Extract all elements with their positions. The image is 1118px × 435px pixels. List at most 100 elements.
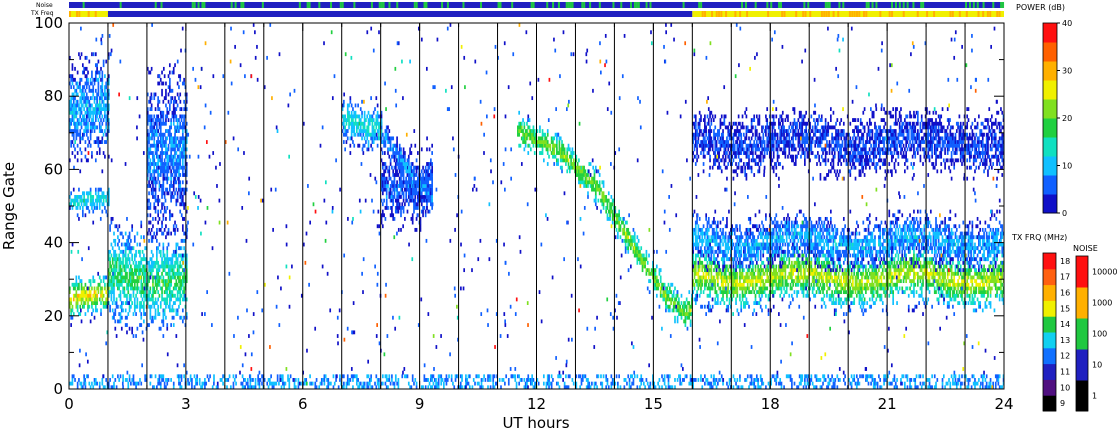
echo-cell <box>739 271 741 276</box>
txfreq-speckle <box>94 11 97 17</box>
echo-cell <box>183 118 185 122</box>
echo-cell <box>167 191 170 196</box>
echo-cell <box>797 264 800 269</box>
echo-cell <box>767 381 770 386</box>
echo-cell <box>370 136 372 141</box>
echo-cell <box>706 260 709 265</box>
echo-cell <box>909 381 911 386</box>
echo-cell <box>674 378 676 382</box>
echo-cell <box>845 275 848 280</box>
echo-cell <box>105 304 108 309</box>
echo-cell <box>710 381 713 386</box>
echo-cell <box>804 268 806 273</box>
echo-cell <box>94 301 97 305</box>
echo-cell <box>753 271 756 276</box>
echo-cell <box>168 165 171 170</box>
echo-cell <box>696 279 698 284</box>
echo-cell <box>126 315 128 320</box>
echo-cell <box>410 162 413 166</box>
echo-cell <box>844 279 846 284</box>
echo-cell <box>80 301 83 305</box>
echo-cell <box>133 268 136 273</box>
echo-cell <box>852 290 854 295</box>
echo-cell <box>394 374 397 379</box>
echo-cell <box>111 216 114 221</box>
echo-cell <box>194 378 197 382</box>
echo-cell <box>171 136 174 141</box>
echo-cell <box>146 202 149 207</box>
echo-cell <box>148 180 150 185</box>
echo-cell <box>366 125 369 130</box>
noise-speckle-cell <box>698 2 701 8</box>
echo-cell <box>178 85 180 90</box>
echo-cell <box>246 381 249 386</box>
noise-speckle-cell <box>612 2 615 8</box>
echo-cell <box>748 385 750 389</box>
echo-cell <box>865 275 867 280</box>
echo-cell <box>289 374 292 379</box>
echo-cell <box>415 206 418 210</box>
echo-cell <box>181 187 184 192</box>
echo-cell <box>92 279 95 284</box>
echo-cell <box>84 301 87 305</box>
echo-cell <box>857 268 859 273</box>
echo-cell <box>767 275 770 280</box>
echo-cell <box>175 297 178 302</box>
echo-cell <box>833 312 836 316</box>
echo-cell <box>165 271 167 276</box>
echo-cell <box>135 293 137 298</box>
echo-cell <box>143 319 145 324</box>
echo-cell <box>866 378 869 382</box>
echo-cell <box>183 290 185 295</box>
echo-cell <box>806 257 809 262</box>
echo-cell <box>180 271 183 276</box>
echo-cell <box>548 385 550 389</box>
echo-cell <box>130 297 132 302</box>
echo-cell <box>152 301 154 305</box>
echo-cell <box>168 308 171 313</box>
echo-cell <box>631 381 633 386</box>
echo-cell <box>367 110 370 115</box>
echo-cell <box>111 374 114 379</box>
echo-cell <box>74 96 76 101</box>
echo-cell <box>415 158 418 163</box>
echo-cell <box>79 293 82 298</box>
echo-cell <box>107 96 110 101</box>
echo-cell <box>97 187 100 192</box>
echo-cell <box>826 279 828 284</box>
echo-cell <box>398 176 401 181</box>
echo-cell <box>791 381 793 386</box>
echo-cell <box>411 195 414 199</box>
echo-cell <box>910 378 913 382</box>
echo-cell <box>884 374 887 379</box>
echo-cell <box>865 282 867 287</box>
echo-cell <box>161 165 163 170</box>
echo-cell <box>427 165 430 170</box>
echo-cell <box>726 253 728 258</box>
echo-cell <box>701 253 704 258</box>
echo-cell <box>437 385 440 389</box>
echo-cell <box>349 136 352 141</box>
echo-cell <box>72 129 75 133</box>
echo-cell <box>710 308 713 313</box>
echo-cell <box>175 308 178 313</box>
echo-cell <box>428 191 431 196</box>
echo-cell <box>157 74 159 79</box>
echo-cell <box>413 173 415 177</box>
echo-cell <box>980 374 983 379</box>
echo-cell <box>185 96 188 101</box>
echo-cell <box>550 381 553 386</box>
echo-cell <box>84 55 87 60</box>
echo-cell <box>430 169 432 174</box>
echo-cell <box>139 249 141 254</box>
echo-cell <box>161 319 163 324</box>
echo-cell <box>170 260 172 265</box>
echo-cell <box>476 374 479 379</box>
echo-cell <box>380 216 383 221</box>
echo-cell <box>98 198 101 203</box>
echo-cell <box>163 297 166 302</box>
echo-cell <box>180 140 183 144</box>
echo-cell <box>354 374 357 379</box>
echo-cell <box>630 385 632 389</box>
echo-cell <box>167 110 170 115</box>
